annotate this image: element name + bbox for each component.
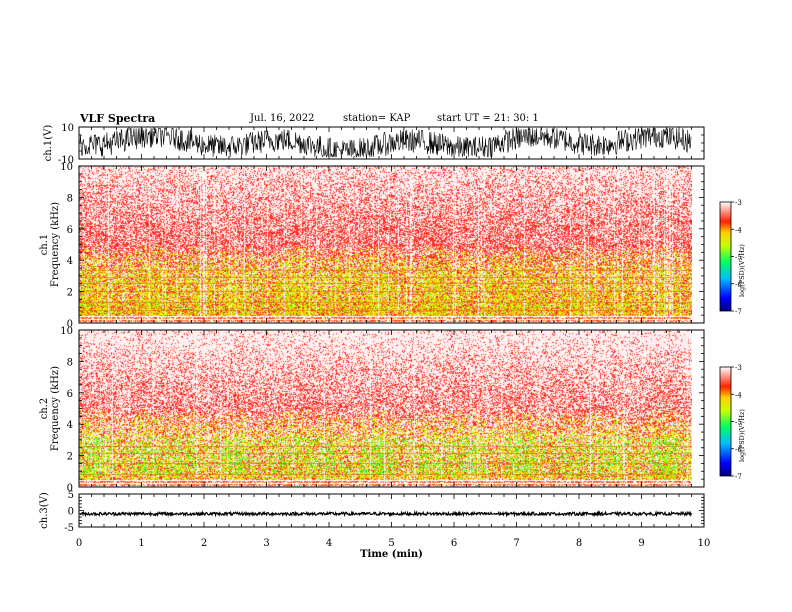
ch1-spec-ytick-label: 6 xyxy=(67,225,73,236)
x-tick-label: 7 xyxy=(513,538,519,549)
ch2-spec-ylabel-channel: ch.2 xyxy=(39,398,50,420)
x-tick-label: 4 xyxy=(326,538,332,549)
ch2-colorbar-tick-label: -5 xyxy=(735,419,742,427)
ch2-colorbar xyxy=(719,366,732,477)
ch1-spectrogram-image xyxy=(79,166,692,323)
ch3-ytick-label: 5 xyxy=(68,490,74,501)
ch1-spec-ytick-label: 2 xyxy=(67,288,73,299)
station-label: station= KAP xyxy=(343,113,411,124)
ch2-colorbar-tick-label: -4 xyxy=(735,391,742,399)
x-axis-label: Time (min) xyxy=(360,549,423,560)
ch2-spectrogram-image xyxy=(79,330,692,487)
x-tick-label: 2 xyxy=(201,538,207,549)
ch1-spec-ylabel-channel: ch.1 xyxy=(39,234,50,256)
ch2-spec-ytick-label: 6 xyxy=(67,389,73,400)
x-tick-label: 9 xyxy=(638,538,644,549)
ch1-ytick-label: -10 xyxy=(58,155,74,166)
x-tick-label: 0 xyxy=(76,538,82,549)
ch1-ytick-label: 10 xyxy=(61,123,74,134)
ch2-colorbar-tick-label: -3 xyxy=(735,364,742,372)
ch2-spec-ylabel-frequency: Frequency (kHz) xyxy=(50,366,61,451)
ch2-spec-ytick-label: 8 xyxy=(67,357,73,368)
x-tick-label: 10 xyxy=(698,538,711,549)
x-tick-label: 8 xyxy=(576,538,582,549)
ch1-waveform-ylabel: ch.1(V) xyxy=(43,125,54,162)
ch2-spec-ytick-label: 4 xyxy=(67,420,73,431)
ch2-colorbar-tick-label: -6 xyxy=(735,446,742,454)
ch1-spec-ytick-label: 10 xyxy=(60,162,73,173)
ch2-spec-ytick-label: 10 xyxy=(60,326,73,337)
ch1-colorbar-tick-label: -5 xyxy=(735,254,742,262)
ch1-colorbar-tick-label: -6 xyxy=(735,281,742,289)
ch2-spec-ytick-label: 2 xyxy=(67,452,73,463)
figure-title: VLF Spectra xyxy=(80,112,156,125)
date-label: Jul. 16, 2022 xyxy=(250,113,315,124)
ch1-spec-ylabel-frequency: Frequency (kHz) xyxy=(50,202,61,287)
ch3-waveform-line xyxy=(79,509,692,518)
ch1-spec-ytick-label: 0 xyxy=(67,319,73,330)
ch1-spec-ytick-label: 8 xyxy=(67,193,73,204)
ch1-colorbar xyxy=(719,201,732,312)
ch1-colorbar-tick-label: -4 xyxy=(735,226,742,234)
ch2-spec-ytick-label: 0 xyxy=(67,483,73,494)
ch1-colorbar-tick-label: -3 xyxy=(735,199,742,207)
x-tick-label: 5 xyxy=(388,538,394,549)
x-tick-label: 1 xyxy=(138,538,144,549)
ch1-colorbar-label: log(PSD)(V²/Hz) xyxy=(738,244,746,297)
ch2-colorbar-label: log(PSD)(V²/Hz) xyxy=(738,409,746,462)
ch3-ytick-label: 0 xyxy=(68,507,74,518)
ch3-ytick-label: -5 xyxy=(64,523,74,534)
ch1-spec-ytick-label: 4 xyxy=(67,256,73,267)
x-tick-label: 6 xyxy=(451,538,457,549)
ch3-waveform-ylabel: ch.3(V) xyxy=(39,492,50,529)
ch1-waveform-line xyxy=(79,127,692,158)
start-time-label: start UT = 21: 30: 1 xyxy=(437,113,539,124)
x-tick-label: 3 xyxy=(263,538,269,549)
ch2-colorbar-tick-label: -7 xyxy=(735,473,742,481)
ch1-colorbar-tick-label: -7 xyxy=(735,308,742,316)
